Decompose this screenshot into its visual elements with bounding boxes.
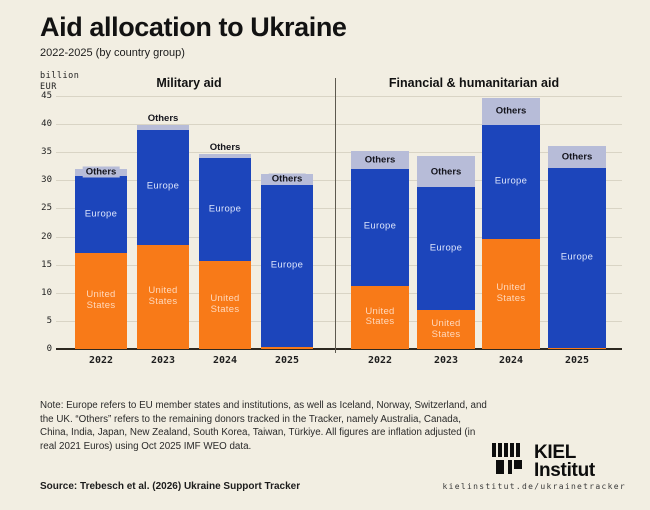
kiel-logo-icon [492,443,528,480]
x-axis-category-label: 2025 [564,355,590,366]
bar-segment-united-states-2023 [137,244,189,349]
bar-segment-europe-2024 [199,158,251,262]
bar-label-others: Others [268,173,306,185]
footnote-text: Note: Europe refers to EU member states … [40,400,487,453]
y-axis-tick-label: 35 [41,147,52,158]
bar-label-others: Others [492,105,530,117]
y-axis-unit-label: billion EUR [40,71,80,93]
bar-segment-united-states-2024 [482,238,540,349]
page-title: Aid allocation to Ukraine [40,12,347,42]
gridline [56,152,622,154]
y-axis-tick-label: 20 [41,231,52,242]
bar-segment-europe-2023 [417,187,475,311]
y-axis-tick-label: 10 [41,287,52,298]
gridline [56,180,622,182]
x-axis-category-label: 2022 [88,355,114,366]
bar-label-others: Others [427,166,465,178]
bar-segment-united-states-2023 [417,310,475,349]
kiel-institut-logo: KIEL Institut [492,443,595,480]
panel-title: Military aid [156,76,222,90]
bar-segment-others-2024 [199,153,251,159]
bar-segment-europe-2022 [75,175,127,254]
bar-segment-united-states-2022 [75,253,127,349]
panel-divider-line [335,78,336,353]
bar-label-others: Others [82,166,120,178]
bar-label-others: Others [558,151,596,163]
gridline [56,236,622,238]
bar-segment-united-states-2022 [351,286,409,349]
x-axis-category-label: 2023 [150,355,176,366]
y-axis-tick-label: 0 [46,344,52,354]
x-axis-line [56,348,622,350]
kiel-logo-line2: Institut [534,459,595,481]
bar-segment-europe-2022 [351,168,409,287]
gridline [56,124,622,126]
x-axis-category-label: 2024 [498,355,524,366]
source-text: Source: Trebesch et al. (2026) Ukraine S… [40,481,301,492]
gridline [56,320,622,322]
bar-segment-others-2023 [137,124,189,130]
x-axis-category-label: 2023 [433,355,459,366]
page-subtitle: 2022-2025 (by country group) [40,47,185,59]
bar-segment-europe-2023 [137,129,189,245]
gridline [56,96,622,97]
bar-segment-united-states-2024 [199,261,251,349]
bar-label-others: Others [147,112,179,124]
bar-label-others: Others [361,154,399,166]
tracker-url: kielinstitut.de/ukrainetracker [442,482,626,491]
kiel-logo-wordmark: KIEL Institut [534,442,595,481]
gridline [56,292,622,294]
gridline [56,208,622,210]
y-axis-tick-label: 25 [41,203,52,214]
y-axis-tick-label: 45 [41,91,52,101]
bar-segment-europe-2024 [482,125,540,239]
y-axis-tick-label: 5 [46,315,52,326]
bar-segment-united-states-2025 [548,348,606,349]
bar-label-others: Others [209,141,241,153]
bar-segment-united-states-2025 [261,346,313,349]
bar-segment-europe-2025 [548,167,606,349]
panel-title: Financial & humanitarian aid [388,76,560,90]
y-axis-tick-label: 40 [41,119,52,130]
x-axis-category-label: 2025 [274,355,300,366]
x-axis-category-label: 2024 [212,355,238,366]
x-axis-category-label: 2022 [367,355,393,366]
bar-segment-europe-2025 [261,184,313,347]
kiel-logo-line1: KIEL [534,442,577,464]
gridline [56,264,622,266]
y-axis-tick-label: 30 [41,175,52,186]
y-axis-tick-label: 15 [41,259,52,270]
